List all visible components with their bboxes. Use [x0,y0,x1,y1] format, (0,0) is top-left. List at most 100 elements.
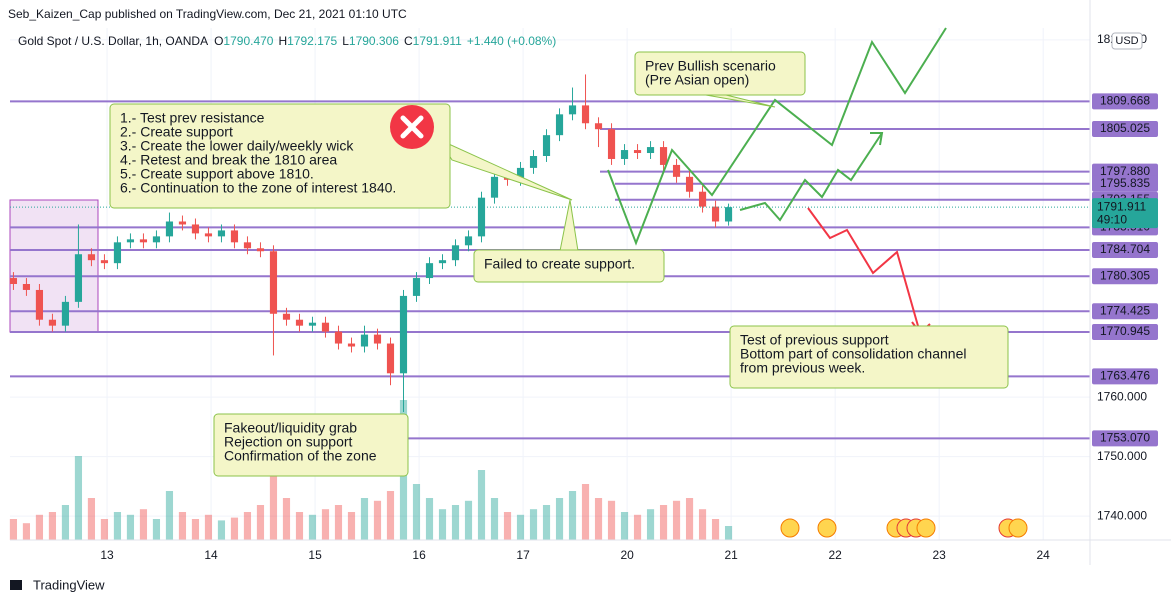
volume-bar [178,512,187,540]
level-label-bg [1092,430,1158,447]
candle-body [685,176,694,192]
candle-body [269,251,278,314]
candle-body [412,278,421,296]
candle-body [243,242,252,249]
volume-bar [87,498,96,540]
x-tick-label: 23 [932,548,946,562]
event-icon [780,518,800,538]
x-tick-label: 21 [724,548,738,562]
volume-bar [295,512,304,540]
candle-body [425,263,434,279]
volume-bar [256,505,265,540]
x-cross [400,115,424,139]
volume-bar [204,514,213,540]
volume-bar [594,498,603,540]
footer: TradingView [10,577,105,592]
candle-body [113,242,122,264]
volume-bar [620,512,629,540]
volume-bar [685,498,694,540]
candle-body [100,260,109,264]
volume-bar [35,514,44,540]
candle-body [568,105,577,115]
annotation-text: 2.- Create support [120,124,233,140]
volume-bar [74,456,83,540]
level-label-bg [1092,323,1158,340]
volume-bar [386,491,395,540]
last-price-bg [1092,198,1158,229]
candle-body [61,301,70,326]
candle-body [724,207,733,222]
annotation-box [634,51,806,96]
candle-body [633,150,642,154]
candle-body [555,114,564,136]
last-price-label: 1791.911 [1097,199,1146,213]
x-tick-label: 20 [620,548,634,562]
volume-bar [334,505,343,540]
candle-body [152,236,161,243]
y-tick-label: 1750.000 [1097,449,1147,463]
candle-body [126,239,135,243]
footer-text: TradingView [33,577,105,592]
annotation-text: 1.- Test prev resistance [120,110,265,126]
candle-body [529,156,538,168]
level-label: 1763.476 [1100,369,1150,383]
volume-bar [633,514,642,540]
x-tick-label: 13 [100,548,114,562]
candle-body [711,206,720,222]
volume-bar [724,526,733,540]
level-label-bg [1092,175,1158,192]
volume-bar [9,519,18,540]
volume-bar [360,498,369,540]
candle-body [191,224,200,234]
volume-bar [503,512,512,540]
level-label: 1753.070 [1100,431,1150,445]
level-label: 1805.025 [1100,121,1150,135]
volume-bar [48,512,57,540]
candle-body [178,221,187,225]
level-label-bg [1092,303,1158,320]
annotation-box [213,413,409,477]
y-tick-label: 1740.000 [1097,508,1147,522]
volume-bar [191,519,200,540]
candle-body [22,284,31,290]
ohlc-value: 1792.175 [287,34,337,48]
volume-bar [217,520,226,540]
candle-body [321,322,330,332]
candle-body [217,230,226,237]
volume-bar [568,491,577,540]
bullish-projection-2 [739,132,883,222]
level-label-bg [1092,93,1158,110]
volume-bar [659,505,668,540]
candle-body [165,221,174,237]
level-label: 1795.835 [1100,176,1150,190]
volume-bar [269,463,278,540]
level-label: 1797.880 [1100,164,1150,178]
candle-body [451,245,460,261]
candle-body [35,289,44,320]
volume-bar [165,491,174,540]
level-label: 1774.425 [1100,303,1150,317]
symbol-line: Gold Spot / U.S. Dollar, 1h, OANDA O1790.… [18,34,556,48]
volume-bar [698,509,707,540]
volume-bar [412,484,421,540]
level-label: 1770.945 [1100,324,1150,338]
volume-bar [321,509,330,540]
candle-body [581,105,590,124]
projections [438,27,947,335]
ohlc-key: C [404,34,413,48]
candle-body [87,254,96,261]
bullish-projection [607,27,947,246]
event-icon [1008,518,1028,538]
annotation-text: 5.- Create support above 1810. [120,166,314,182]
candle-body [74,254,83,302]
annotation-box [473,249,665,283]
candle-body [698,191,707,207]
logo [10,580,22,590]
volume-bar [529,509,538,540]
volume-bar [126,514,135,540]
consolidation-zone [9,199,99,333]
candle-body [295,319,304,326]
volume-bar [490,498,499,540]
volume-bar [243,512,252,540]
